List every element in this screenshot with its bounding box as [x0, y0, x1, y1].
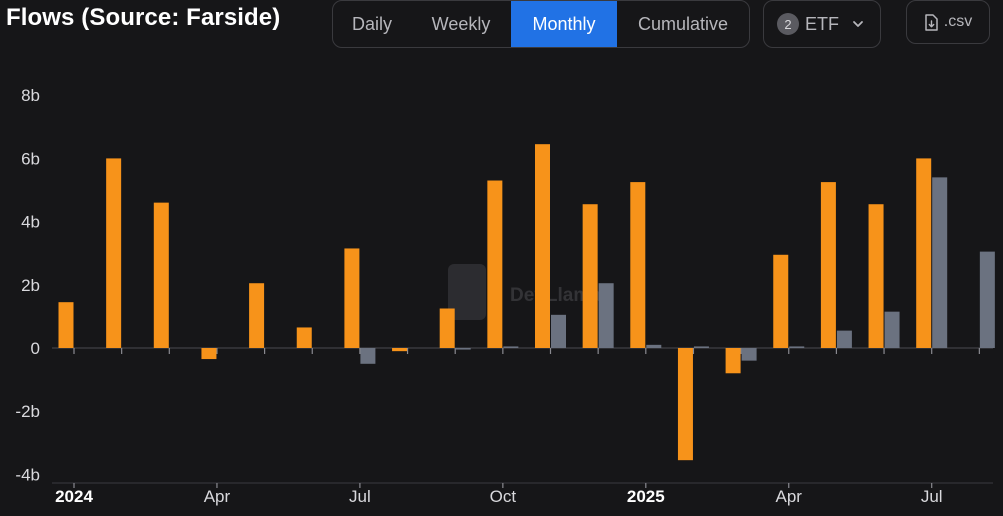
- y-tick-label: 0: [31, 339, 40, 358]
- bar-series-1-2025-01[interactable]: [630, 182, 646, 348]
- chevron-down-icon: [851, 17, 865, 31]
- tab-weekly[interactable]: Weekly: [431, 13, 491, 34]
- bar-series-2-2025-01[interactable]: [646, 344, 662, 348]
- bar-series-2-2024-12[interactable]: [598, 283, 614, 348]
- page-title: Flows (Source: Farside): [6, 4, 281, 31]
- granularity-toggle: Daily Weekly Monthly Cumulative: [332, 0, 750, 48]
- etf-filter-label: ETF: [805, 13, 839, 34]
- y-tick-label: 6b: [21, 149, 40, 168]
- y-tick-label: 2b: [21, 276, 40, 295]
- bar-series-2-2025-04[interactable]: [789, 346, 805, 348]
- bar-series-1-2024-06[interactable]: [296, 327, 312, 348]
- bar-series-1-2024-09[interactable]: [439, 308, 455, 349]
- bar-series-2-2025-07[interactable]: [932, 177, 948, 348]
- bar-series-1-2024-10[interactable]: [487, 180, 503, 348]
- bar-series-2-2024-07[interactable]: [360, 348, 376, 364]
- x-tick-label: Jul: [349, 487, 371, 506]
- bar-series-2-2025-03[interactable]: [741, 348, 757, 361]
- y-tick-label: -4b: [15, 465, 40, 484]
- x-tick-label: Apr: [776, 487, 803, 506]
- x-tick-label: Jul: [921, 487, 943, 506]
- bar-series-1-2024-03[interactable]: [153, 202, 169, 348]
- y-tick-label: 8b: [21, 86, 40, 105]
- bar-series-2-2025-06[interactable]: [884, 311, 900, 348]
- defillama-logo-icon: [448, 264, 486, 320]
- bar-series-1-2024-02[interactable]: [106, 158, 122, 348]
- x-tick-label: 2024: [55, 487, 93, 506]
- bar-series-2-2024-11[interactable]: [551, 314, 566, 348]
- tab-daily[interactable]: Daily: [351, 13, 392, 34]
- watermark: DefiLlama: [448, 264, 601, 320]
- etf-filter-dropdown[interactable]: 2 ETF: [763, 0, 881, 48]
- bar-series-2-2025-05[interactable]: [836, 330, 852, 348]
- tab-monthly[interactable]: Monthly: [511, 1, 617, 47]
- tab-cumulative[interactable]: Cumulative: [637, 13, 729, 34]
- file-download-icon: [924, 13, 938, 31]
- bar-series-2-2024-09[interactable]: [455, 348, 471, 350]
- bar-series-1-2025-04[interactable]: [773, 254, 789, 348]
- download-csv-button[interactable]: .csv: [906, 0, 990, 44]
- x-tick-label: Oct: [490, 487, 517, 506]
- bar-series-1-2024-12[interactable]: [582, 204, 598, 348]
- bar-series-2-2025-02[interactable]: [693, 346, 709, 348]
- etf-count-badge: 2: [777, 13, 799, 35]
- x-tick-label: Apr: [204, 487, 231, 506]
- bar-series-1-2025-06[interactable]: [868, 204, 884, 348]
- bar-series-2-2025-08[interactable]: [979, 251, 995, 348]
- bar-series-1-2024-01[interactable]: [58, 302, 74, 348]
- bar-series-2-2024-10[interactable]: [503, 346, 519, 348]
- bar-series-1-2024-07[interactable]: [344, 248, 360, 348]
- bar-series-1-2024-08[interactable]: [392, 348, 408, 352]
- watermark-text: DefiLlama: [510, 285, 601, 306]
- bar-series-1-2024-05[interactable]: [249, 283, 265, 348]
- x-tick-label: 2025: [627, 487, 665, 506]
- bar-series-1-2025-07[interactable]: [916, 158, 932, 348]
- bar-series-1-2024-11[interactable]: [535, 144, 550, 348]
- csv-label: .csv: [943, 13, 973, 30]
- bar-series-1-2025-02[interactable]: [677, 348, 693, 461]
- y-tick-label: -2b: [15, 402, 40, 421]
- bar-series-1-2025-03[interactable]: [725, 348, 741, 374]
- bar-series-1-2024-04[interactable]: [201, 348, 217, 360]
- y-tick-label: 4b: [21, 213, 40, 232]
- bar-series-1-2025-05[interactable]: [820, 182, 836, 348]
